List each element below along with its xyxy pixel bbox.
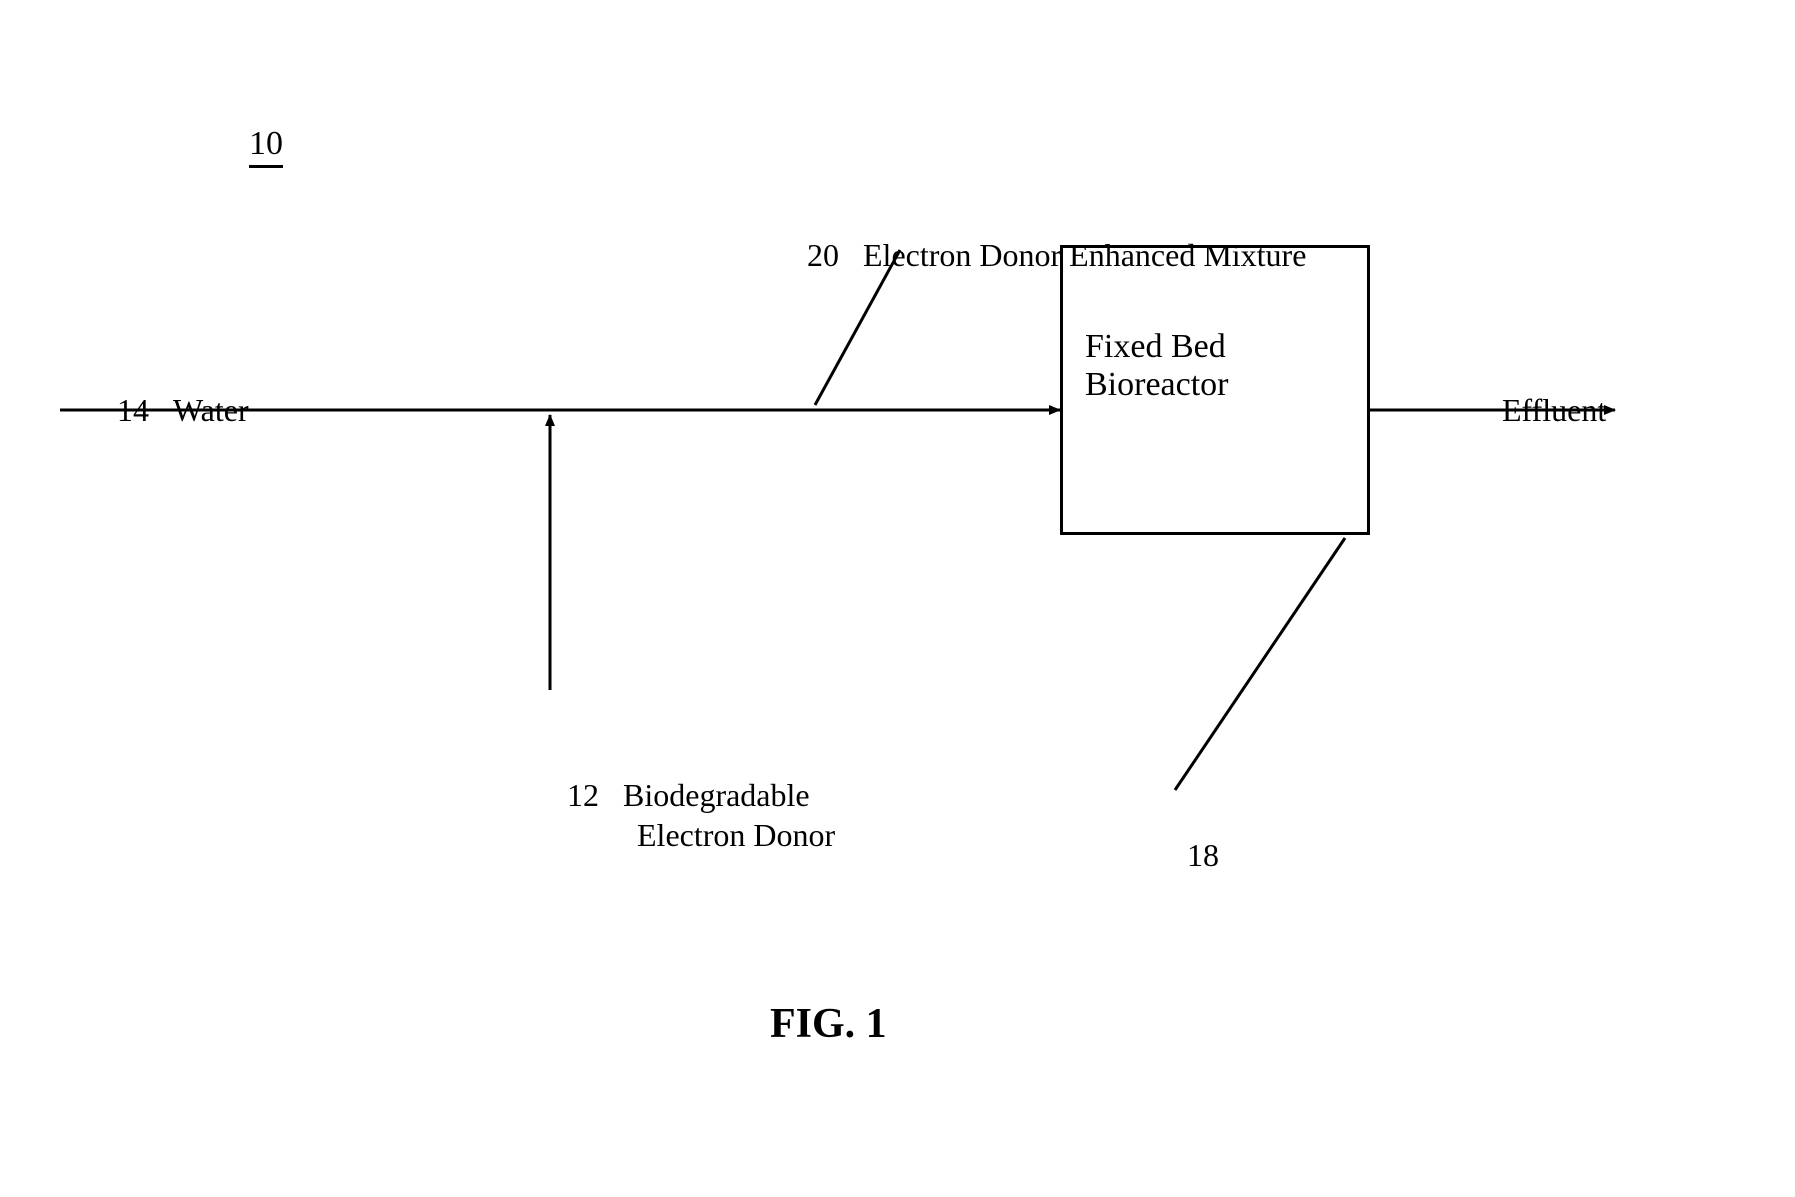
arrow-main xyxy=(0,0,1795,1197)
figure-caption-text: FIG. 1 xyxy=(770,1001,887,1047)
diagram-canvas: 10 14 Water 20 Electron Donor Enhanced M… xyxy=(0,0,1795,1197)
figure-caption: FIG. 1 xyxy=(770,1000,887,1048)
